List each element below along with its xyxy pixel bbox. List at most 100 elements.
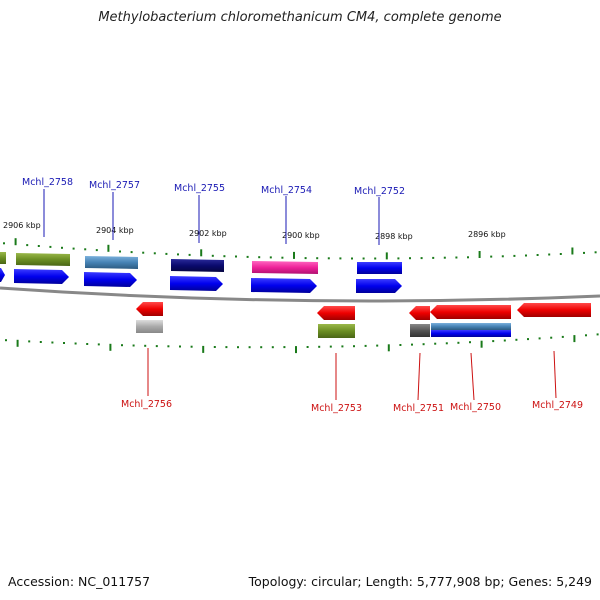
scale-tick — [188, 253, 191, 256]
feature-magenta[interactable] — [252, 261, 318, 274]
scale-tick — [422, 343, 425, 346]
scale-tick — [49, 245, 52, 248]
scale-tick — [538, 337, 541, 340]
scale-tick — [211, 254, 214, 257]
gene-label[interactable]: Mchl_2758 — [22, 177, 73, 188]
gene-label[interactable]: Mchl_2751 — [393, 403, 444, 414]
gene-label[interactable]: Mchl_2754 — [261, 185, 312, 196]
genome-backbone — [0, 286, 600, 303]
scale-label: 2900 kbp — [282, 231, 320, 240]
scale-tick — [153, 252, 156, 255]
scale-tick — [26, 244, 29, 247]
scale-tick — [525, 254, 527, 257]
cds-reverse-arrow[interactable] — [317, 306, 355, 320]
feature-blue[interactable] — [431, 330, 511, 337]
scale-tick — [478, 251, 481, 258]
feature-navy[interactable] — [171, 259, 224, 272]
scale-tick — [501, 255, 504, 258]
cds-forward-arrow[interactable] — [14, 269, 69, 284]
cds-forward-arrow[interactable] — [251, 278, 317, 293]
scale-tick — [200, 249, 203, 257]
reverse-cds-track — [136, 302, 591, 320]
gene-label[interactable]: Mchl_2757 — [89, 180, 140, 191]
gene-label[interactable]: Mchl_2752 — [354, 186, 405, 197]
scale-tick — [585, 334, 587, 337]
scale-tick — [235, 255, 237, 258]
scale-tick — [167, 345, 170, 348]
scale-tick — [84, 248, 87, 251]
leader-line — [470, 352, 475, 401]
scale-tick — [339, 257, 342, 260]
scale-tick — [374, 257, 377, 260]
scale-tick — [432, 256, 435, 259]
scale-tick — [327, 257, 330, 260]
scale-tick — [306, 346, 309, 348]
gene-label[interactable]: Mchl_2750 — [450, 402, 501, 413]
scale-tick — [548, 253, 551, 256]
gene-label[interactable]: Mchl_2755 — [174, 183, 225, 194]
scale-tick — [74, 342, 77, 345]
scale-tick — [132, 344, 135, 347]
feature-darkgray[interactable] — [410, 324, 430, 337]
gene-label[interactable]: Mchl_2756 — [121, 399, 172, 410]
scale-tick — [445, 342, 448, 345]
scale-label: 2904 kbp — [96, 226, 134, 235]
feature-olive[interactable] — [16, 253, 70, 266]
leader-line — [553, 350, 557, 399]
scale-tick — [594, 251, 597, 254]
scale-tick — [3, 242, 5, 245]
scale-tick — [281, 256, 284, 259]
cds-forward-arrow[interactable] — [0, 268, 5, 282]
cds-forward-arrow[interactable] — [170, 276, 223, 291]
scale-tick — [213, 346, 216, 348]
scale-tick — [385, 252, 388, 260]
feature-olive[interactable] — [318, 324, 355, 338]
scale-label: 2898 kbp — [375, 232, 413, 241]
map-title: Methylobacterium chloromethanicum CM4, c… — [98, 10, 502, 25]
scale-tick — [583, 251, 585, 254]
gene-label[interactable]: Mchl_2753 — [311, 403, 362, 414]
scale-tick — [237, 346, 239, 349]
scale-tick — [492, 340, 495, 343]
feature-steelblue[interactable] — [431, 323, 511, 330]
scale-tick — [304, 257, 307, 260]
scale-tick — [51, 341, 54, 344]
cds-reverse-arrow[interactable] — [517, 303, 591, 317]
scale-tick — [295, 346, 297, 354]
cds-reverse-arrow[interactable] — [136, 302, 163, 316]
feature-olive[interactable] — [0, 252, 6, 264]
scale-tick — [455, 256, 458, 259]
feature-steelblue[interactable] — [85, 256, 138, 269]
scale-tick — [121, 344, 123, 347]
cds-forward-arrow[interactable] — [84, 272, 137, 287]
scale-tick — [37, 245, 40, 247]
cds-reverse-arrow[interactable] — [409, 306, 430, 320]
scale-tick — [513, 254, 516, 257]
lower-feature-track — [136, 320, 511, 338]
scale-tick — [397, 257, 400, 260]
scale-tick — [571, 247, 574, 255]
scale-tick — [177, 253, 179, 256]
forward-cds-track — [0, 268, 402, 293]
scale-tick — [490, 255, 493, 258]
scale-tick — [5, 339, 7, 342]
scale-tick — [480, 340, 483, 348]
feature-gray[interactable] — [136, 320, 163, 333]
scale-tick — [144, 344, 147, 347]
scale-label: 2896 kbp — [468, 230, 506, 239]
scale-tick — [293, 251, 295, 259]
scale-tick — [457, 341, 460, 344]
scale-tick — [536, 254, 539, 256]
cds-reverse-arrow[interactable] — [430, 305, 511, 319]
scale-tick — [596, 333, 599, 336]
cds-forward-arrow[interactable] — [356, 279, 402, 293]
scale-tick — [165, 252, 168, 255]
scale-tick — [223, 255, 226, 258]
feature-blue[interactable] — [357, 262, 402, 274]
scale-tick — [86, 343, 89, 345]
scale-tick — [109, 343, 112, 351]
scale-tick — [351, 257, 353, 260]
scale-labels: 2906 kbp 2904 kbp 2902 kbp 2900 kbp 2898… — [3, 221, 506, 241]
upper-feature-track — [0, 252, 402, 274]
gene-label[interactable]: Mchl_2749 — [532, 400, 583, 411]
